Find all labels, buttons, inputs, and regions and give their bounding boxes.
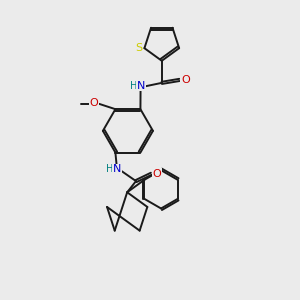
Text: O: O [181, 75, 190, 85]
Text: O: O [89, 98, 98, 108]
Text: N: N [137, 80, 146, 91]
Text: S: S [136, 43, 143, 52]
Text: O: O [153, 169, 162, 179]
Text: N: N [113, 164, 121, 174]
Text: H: H [130, 80, 138, 91]
Text: H: H [106, 164, 113, 174]
